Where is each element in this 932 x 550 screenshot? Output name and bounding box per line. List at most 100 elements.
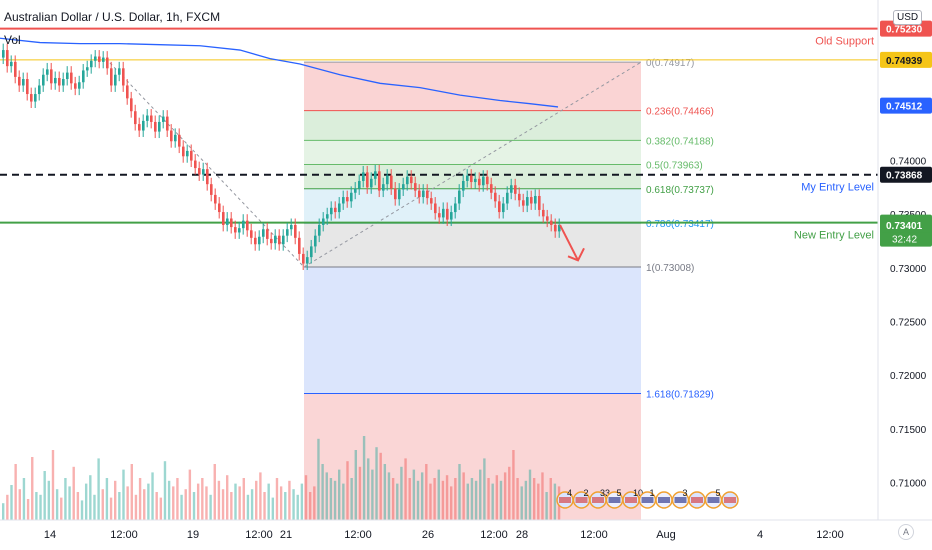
candle — [446, 208, 449, 220]
volume-bar — [184, 489, 187, 520]
candle — [134, 111, 137, 125]
candle — [110, 68, 113, 86]
candle — [362, 172, 365, 181]
volume-bar — [18, 489, 21, 520]
volume-bar — [325, 472, 328, 520]
candle — [534, 195, 537, 204]
volume-bar — [329, 478, 333, 520]
volume-bar — [163, 461, 167, 520]
volume-bar — [176, 478, 179, 520]
volume-bar — [101, 489, 104, 520]
x-tick-label: 12:00 — [480, 529, 508, 541]
volume-bar — [151, 472, 154, 520]
candle — [26, 79, 29, 95]
candle — [410, 176, 413, 184]
event-marker-count: 10 — [633, 488, 643, 498]
candle — [30, 94, 33, 102]
candle — [6, 50, 9, 67]
candle — [42, 74, 45, 86]
candle — [46, 69, 49, 75]
candle — [2, 50, 5, 58]
volume-bar — [346, 461, 349, 520]
candle — [390, 175, 393, 189]
candle — [442, 208, 445, 218]
volume-bar — [172, 486, 175, 520]
candle — [430, 198, 433, 204]
volume-bar — [400, 466, 403, 520]
x-tick-label: 19 — [187, 529, 199, 541]
candle — [382, 184, 385, 191]
volume-bar — [470, 478, 474, 520]
price-scale-panel — [878, 0, 932, 520]
level-label-my-entry-level: My Entry Level — [801, 182, 874, 194]
candle — [394, 188, 397, 200]
volume-bar — [437, 469, 440, 520]
candle — [126, 85, 129, 99]
volume-bar — [333, 480, 337, 520]
candle — [10, 61, 13, 67]
volume-bar — [367, 458, 370, 520]
candle — [474, 178, 477, 183]
projection-arrow-head — [567, 247, 585, 262]
volume-bar — [64, 478, 67, 520]
flag-au-icon — [674, 497, 687, 503]
candle — [194, 160, 197, 169]
x-tick-label: Aug — [656, 529, 676, 541]
volume-bar — [454, 478, 457, 520]
volume-bar — [553, 483, 557, 520]
volume-bar — [354, 450, 357, 520]
fib-zone-0 — [304, 62, 641, 111]
candle — [198, 168, 201, 175]
event-marker-count: 1 — [650, 488, 655, 498]
volume-bar — [109, 497, 113, 520]
volume-bar — [458, 464, 461, 520]
candle — [62, 79, 65, 86]
volume-bar — [68, 486, 71, 520]
price-label: 0.75230 — [886, 25, 923, 36]
candle — [342, 197, 345, 204]
volume-bar — [420, 472, 424, 520]
volume-bar — [89, 475, 92, 520]
currency-button[interactable]: USD — [893, 10, 923, 25]
volume-bar — [267, 483, 270, 520]
candle — [494, 192, 497, 202]
volume-bar — [495, 475, 499, 520]
candle — [22, 79, 25, 86]
volume-indicator-label[interactable]: Vol — [4, 33, 21, 47]
candle — [138, 124, 141, 131]
volume-bar — [300, 483, 304, 520]
level-label-new-entry-level: New Entry Level — [794, 230, 874, 242]
volume-bar — [10, 485, 13, 520]
volume-bar — [80, 500, 84, 520]
auto-scale-button[interactable]: A — [898, 524, 914, 540]
volume-bar — [491, 483, 494, 520]
volume-bar — [147, 483, 150, 520]
candle — [462, 180, 465, 191]
volume-bar — [93, 494, 96, 520]
price-label-box — [880, 51, 932, 68]
chart-title: Australian Dollar / U.S. Dollar, 1h, FXC… — [4, 10, 221, 24]
volume-bar — [35, 492, 38, 520]
fib-label-1: 1(0.73008) — [646, 263, 694, 274]
price-label: 0.73868 — [886, 171, 923, 182]
candle — [118, 68, 121, 75]
candle — [250, 230, 253, 238]
volume-bar — [425, 464, 428, 520]
candle — [234, 227, 237, 233]
candle — [386, 175, 389, 185]
price-label: 0.74512 — [886, 102, 923, 113]
candle — [186, 150, 189, 157]
volume-bar — [391, 478, 395, 520]
candle — [466, 175, 469, 181]
candle — [326, 214, 329, 219]
candle — [374, 171, 377, 179]
volume-bar — [159, 497, 163, 520]
candle — [270, 238, 273, 244]
fib-label-1.618: 1.618(0.71829) — [646, 390, 714, 401]
volume-bar — [188, 469, 192, 520]
volume-bar — [313, 486, 316, 520]
candle — [282, 235, 285, 245]
candle — [34, 94, 37, 102]
volume-bar — [180, 494, 183, 520]
